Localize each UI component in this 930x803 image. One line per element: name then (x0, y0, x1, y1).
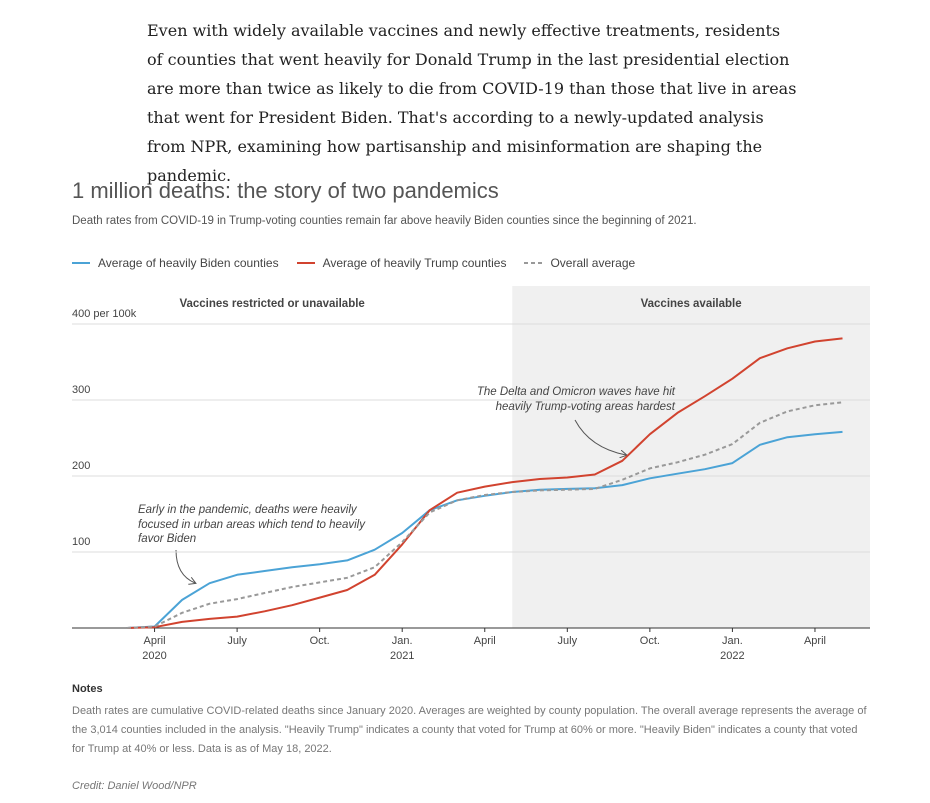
annotation: Early in the pandemic, deaths were heavi… (138, 504, 365, 545)
series-line (126, 337, 843, 629)
x-tick-year: 2021 (390, 650, 414, 662)
x-tick-label: July (558, 635, 578, 647)
chart: Vaccines restricted or unavailable Vaccin… (72, 286, 870, 662)
x-tick-label: Jan. (722, 635, 743, 647)
x-tick-label: April (804, 635, 826, 647)
credit: Credit: Daniel Wood/NPR (72, 780, 197, 792)
article-paragraph: Even with widely available vaccines and … (147, 21, 797, 185)
legend-label: Average of heavily Trump counties (322, 256, 507, 270)
legend-item: Overall average (524, 256, 635, 270)
x-tick-label: Jan. (392, 635, 413, 647)
x-tick-label: Oct. (310, 635, 330, 647)
shaded-region (512, 286, 870, 628)
legend-label: Overall average (550, 256, 636, 270)
notes-text: Death rates are cumulative COVID-related… (72, 705, 867, 755)
notes-heading: Notes (72, 683, 103, 695)
x-tick-label: Oct. (640, 635, 660, 647)
x-tick-year: 2020 (142, 650, 166, 662)
legend-swatch (524, 262, 543, 264)
x-tick-label: July (227, 635, 247, 647)
legend: Average of heavily Biden counties Average… (72, 256, 653, 270)
series-line (126, 401, 843, 629)
chart-subtitle: Death rates from COVID-19 in Trump-votin… (72, 215, 697, 227)
legend-item: Average of heavily Biden counties (72, 256, 279, 270)
region-label: Vaccines available (641, 298, 742, 310)
annotation: The Delta and Omicron waves have hit hea… (476, 386, 675, 413)
legend-swatch (72, 262, 90, 264)
legend-swatch (296, 262, 315, 264)
x-tick-label: April (474, 635, 496, 647)
legend-item: Average of heavily Trump counties (296, 256, 507, 270)
annotation-arrow (574, 419, 626, 455)
annotation-arrow (175, 549, 195, 583)
y-tick-label: 300 (72, 384, 90, 396)
chart-title: 1 million deaths: the story of two pande… (72, 178, 499, 203)
x-tick-label: April (144, 635, 166, 647)
y-tick-label: 200 (72, 460, 90, 472)
region-label: Vaccines restricted or unavailable (179, 298, 364, 310)
y-tick-label: 100 (72, 536, 90, 548)
x-tick-year: 2022 (720, 650, 744, 662)
y-tick-label: 400 per 100k (72, 308, 137, 320)
legend-label: Average of heavily Biden counties (98, 256, 279, 270)
